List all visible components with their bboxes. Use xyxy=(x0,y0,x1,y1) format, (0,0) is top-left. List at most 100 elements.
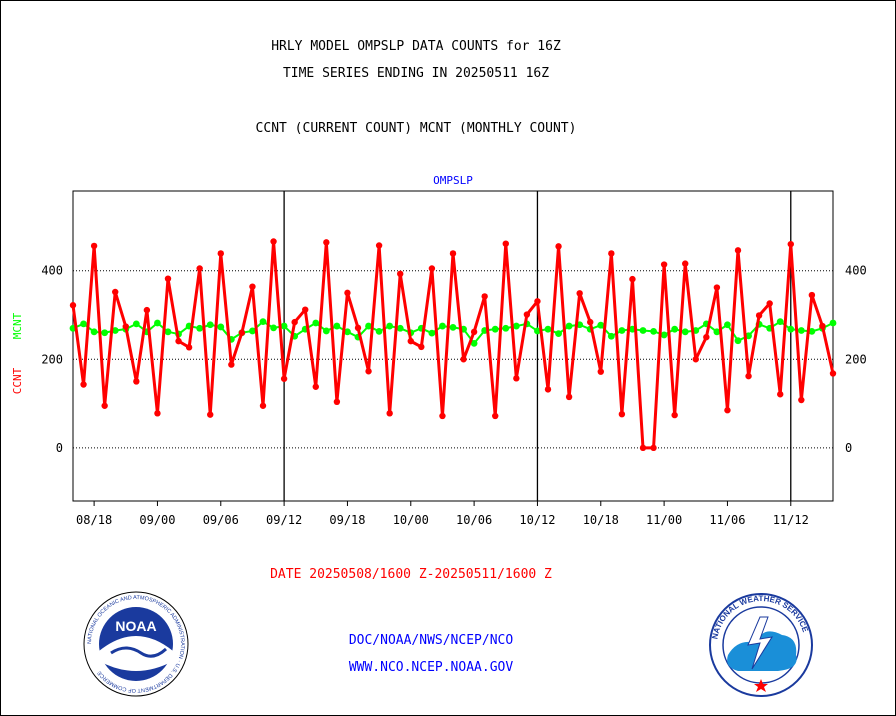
series-point-mcnt-24 xyxy=(322,327,330,335)
series-point-ccnt-27 xyxy=(354,324,362,332)
series-point-ccnt-28 xyxy=(365,368,372,375)
series-point-ccnt-38 xyxy=(470,328,478,336)
series-point-mcnt-44 xyxy=(534,327,541,335)
x-tick-label-11: 11/12 xyxy=(773,513,809,527)
series-point-mcnt-42 xyxy=(512,322,520,330)
y-tick-right-0: 0 xyxy=(845,441,852,455)
series-point-ccnt-48 xyxy=(576,290,583,297)
series-point-ccnt-19 xyxy=(270,238,277,245)
series-point-ccnt-68 xyxy=(787,240,794,248)
series-point-mcnt-6 xyxy=(132,320,140,328)
series-point-ccnt-3 xyxy=(101,402,108,409)
series-point-ccnt-40 xyxy=(492,412,499,420)
series-point-mcnt-45 xyxy=(544,325,552,333)
series-point-mcnt-50 xyxy=(597,321,605,329)
series-point-mcnt-51 xyxy=(607,332,615,340)
series-point-ccnt-36 xyxy=(449,250,457,257)
y-axis-label-mcnt: MCNT xyxy=(11,312,24,339)
plot-title: OMPSLP xyxy=(433,174,473,187)
series-point-ccnt-20 xyxy=(280,375,288,382)
series-point-mcnt-64 xyxy=(745,332,752,340)
series-point-mcnt-25 xyxy=(333,322,341,330)
series-point-ccnt-67 xyxy=(777,391,784,398)
series-point-mcnt-8 xyxy=(154,319,161,327)
series-point-ccnt-60 xyxy=(703,333,710,341)
noaa-logo-text: NOAA xyxy=(115,618,156,634)
date-range-label: DATE 20250508/1600 Z-20250511/1600 Z xyxy=(270,567,552,582)
series-point-ccnt-10 xyxy=(175,337,182,345)
series-point-ccnt-42 xyxy=(513,375,520,382)
series-point-ccnt-63 xyxy=(734,247,742,254)
series-point-ccnt-32 xyxy=(407,337,414,345)
series-point-ccnt-21 xyxy=(291,318,298,326)
series-point-mcnt-70 xyxy=(808,327,816,335)
series-point-mcnt-72 xyxy=(829,319,837,327)
series-point-ccnt-39 xyxy=(481,293,488,300)
x-tick-label-2: 09/06 xyxy=(203,513,239,527)
series-point-mcnt-41 xyxy=(502,324,510,332)
y-tick-right-400: 400 xyxy=(845,264,867,278)
series-point-mcnt-26 xyxy=(344,328,351,336)
series-point-ccnt-37 xyxy=(460,356,467,363)
series-point-ccnt-25 xyxy=(333,398,341,405)
series-point-ccnt-54 xyxy=(639,444,647,452)
series-point-ccnt-61 xyxy=(713,284,721,291)
series-point-mcnt-30 xyxy=(386,322,394,330)
series-point-ccnt-49 xyxy=(587,318,594,326)
series-point-ccnt-14 xyxy=(217,250,224,257)
series-point-mcnt-34 xyxy=(428,329,436,337)
series-point-ccnt-50 xyxy=(597,368,604,375)
series-point-mcnt-1 xyxy=(80,320,87,328)
series-point-mcnt-57 xyxy=(671,325,679,333)
series-point-ccnt-64 xyxy=(745,372,752,380)
series-point-ccnt-5 xyxy=(122,323,129,330)
noaa-logo: NOAA NATIONAL OCEANIC AND ATMOSPHERIC AD… xyxy=(83,591,189,697)
series-point-mcnt-19 xyxy=(270,324,277,332)
series-point-ccnt-56 xyxy=(660,261,668,268)
plot-frame xyxy=(72,190,834,502)
chart-title-line2: TIME SERIES ENDING IN 20250511 16Z xyxy=(282,66,550,81)
series-point-ccnt-17 xyxy=(249,283,256,290)
series-point-mcnt-13 xyxy=(206,321,214,329)
x-tick-label-9: 11/00 xyxy=(646,513,682,527)
x-tick-label-8: 10/18 xyxy=(583,513,619,527)
series-point-mcnt-61 xyxy=(713,328,721,336)
series-point-ccnt-4 xyxy=(112,288,119,296)
series-point-ccnt-16 xyxy=(238,329,246,336)
website-link[interactable]: WWW.NCO.NCEP.NOAA.GOV xyxy=(348,660,514,675)
series-point-mcnt-56 xyxy=(660,331,668,339)
series-point-ccnt-33 xyxy=(418,343,425,351)
series-point-mcnt-38 xyxy=(470,339,478,347)
series-point-ccnt-6 xyxy=(133,378,140,385)
series-point-ccnt-29 xyxy=(375,242,383,249)
y-tick-left-400: 400 xyxy=(41,264,63,278)
series-point-mcnt-20 xyxy=(280,322,288,330)
series-point-ccnt-65 xyxy=(755,312,763,319)
series-point-ccnt-55 xyxy=(650,444,657,452)
series-point-ccnt-47 xyxy=(565,393,573,401)
y-tick-right-200: 200 xyxy=(845,352,867,366)
series-point-ccnt-43 xyxy=(523,311,531,318)
series-point-mcnt-3 xyxy=(101,329,109,337)
series-point-mcnt-28 xyxy=(365,322,372,330)
series-point-mcnt-40 xyxy=(491,325,499,333)
series-point-mcnt-67 xyxy=(776,318,784,326)
chart-subtitle-legend: CCNT (CURRENT COUNT) MCNT (MONTHLY COUNT… xyxy=(255,121,577,136)
series-point-mcnt-2 xyxy=(90,328,98,336)
series-point-mcnt-46 xyxy=(555,330,562,337)
series-point-mcnt-69 xyxy=(797,327,805,334)
series-point-ccnt-30 xyxy=(386,410,393,417)
series-point-ccnt-44 xyxy=(534,298,541,305)
series-point-ccnt-18 xyxy=(259,402,267,409)
nws-logo: NATIONAL WEATHER SERVICE xyxy=(709,593,813,697)
series-point-mcnt-68 xyxy=(787,325,795,333)
series-point-mcnt-62 xyxy=(724,321,731,329)
series-point-ccnt-45 xyxy=(544,386,552,393)
series-point-mcnt-35 xyxy=(439,322,446,330)
series-line-ccnt xyxy=(71,239,835,450)
series-point-mcnt-17 xyxy=(249,327,256,335)
series-point-mcnt-31 xyxy=(396,324,404,332)
series-point-mcnt-47 xyxy=(565,322,573,330)
